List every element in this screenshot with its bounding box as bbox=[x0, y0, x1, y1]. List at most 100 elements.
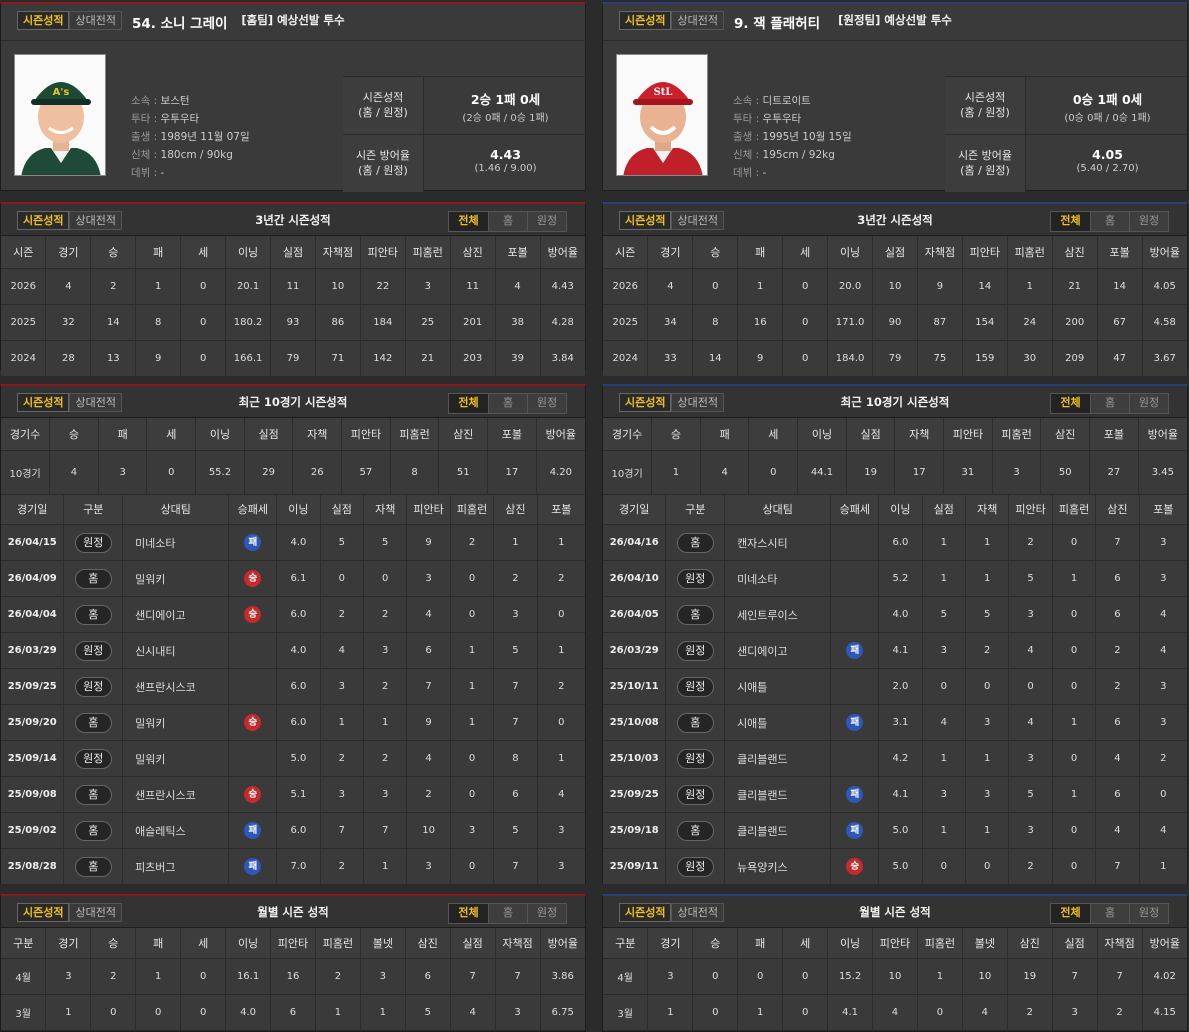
tab-head-to-head[interactable]: 상대전적 bbox=[671, 903, 724, 922]
filter-all[interactable]: 전체 bbox=[1051, 904, 1090, 923]
filter-away[interactable]: 원정 bbox=[1129, 212, 1168, 231]
tab-season-stats[interactable]: 시즌성적 bbox=[619, 211, 672, 230]
loss-badge: 패 bbox=[846, 786, 864, 803]
stat-cell: 7 bbox=[1052, 958, 1098, 995]
stat-cell: 21 bbox=[1052, 268, 1098, 305]
venue-badge: 원정 bbox=[676, 748, 714, 769]
stat-cell: 4 bbox=[1139, 596, 1187, 633]
venue-badge: 홈 bbox=[676, 820, 714, 841]
stat-cell: 0 bbox=[180, 268, 227, 305]
stat-cell: 11 bbox=[270, 268, 316, 305]
recent-summary-table: 경기수 승 패 세 이닝 실점 자책 피안타 피홈런 삼진 포볼 방어율 10경기 4 3 0 55.2 29 26… bbox=[1, 418, 585, 495]
filter-all[interactable]: 전체 bbox=[449, 394, 488, 413]
filter-all[interactable]: 전체 bbox=[449, 212, 488, 231]
filter-home[interactable]: 홈 bbox=[488, 394, 527, 413]
stat-cell: 3 bbox=[647, 958, 694, 995]
stat-cell: 3 bbox=[1139, 524, 1187, 561]
tab-head-to-head[interactable]: 상대전적 bbox=[69, 393, 122, 412]
column-header: 구분 bbox=[665, 494, 726, 525]
stat-cell: 0 bbox=[1052, 632, 1097, 669]
stat-cell: 6 bbox=[1095, 704, 1140, 741]
venue-cell: 원정 bbox=[665, 848, 726, 885]
stat-cell: 57 bbox=[341, 450, 391, 495]
tab-head-to-head[interactable]: 상대전적 bbox=[671, 393, 724, 412]
tab-head-to-head[interactable]: 상대전적 bbox=[671, 211, 724, 230]
season-summary: 시즌성적 (홈 / 원정) 2승 1패 0세 (2승 0패 / 0승 1패) 시즌 … bbox=[343, 76, 587, 192]
filter-away[interactable]: 원정 bbox=[1129, 904, 1168, 923]
filter-home[interactable]: 홈 bbox=[488, 212, 527, 231]
tab-head-to-head[interactable]: 상대전적 bbox=[69, 903, 122, 922]
info-label: 데뷔 : bbox=[733, 167, 760, 179]
filter-away[interactable]: 원정 bbox=[527, 904, 566, 923]
record-sublabel: (홈 / 원정) bbox=[960, 106, 1010, 119]
filter-all[interactable]: 전체 bbox=[1051, 212, 1090, 231]
filter-away[interactable]: 원정 bbox=[527, 394, 566, 413]
column-header: 승 bbox=[90, 928, 137, 959]
tab-season-stats[interactable]: 시즌성적 bbox=[619, 903, 672, 922]
stat-cell: 3 bbox=[495, 994, 541, 1031]
filter-home[interactable]: 홈 bbox=[1090, 212, 1129, 231]
stat-cell: 1 bbox=[965, 524, 1010, 561]
stat-cell: 4.02 bbox=[1142, 958, 1187, 995]
filter-away[interactable]: 원정 bbox=[1129, 394, 1168, 413]
stat-cell: 4.1 bbox=[827, 994, 874, 1031]
column-header: 이닝 bbox=[827, 928, 874, 959]
column-header: 패 bbox=[135, 928, 182, 959]
stat-cell: 1 bbox=[363, 848, 408, 885]
tab-season-stats[interactable]: 시즌성적 bbox=[17, 11, 70, 30]
column-header: 이닝 bbox=[878, 494, 923, 525]
home-profile-panel: 시즌성적 상대전적 [홈팀] 예상선발 투수 A's 54. 소니 그레이 소속… bbox=[0, 2, 587, 192]
opponent-team: 밀워키 bbox=[122, 740, 230, 777]
stat-cell: 79 bbox=[872, 340, 918, 377]
filter-all[interactable]: 전체 bbox=[1051, 394, 1090, 413]
table-row: 2026 4 0 1 0 20.0 10 9 14 1 21 14 4.05 bbox=[603, 268, 1187, 305]
decision-cell: 승 bbox=[228, 776, 278, 813]
venue-cell: 홈 bbox=[63, 560, 124, 597]
stat-cell: 16 bbox=[737, 304, 784, 341]
filter-away[interactable]: 원정 bbox=[527, 212, 566, 231]
filter-home[interactable]: 홈 bbox=[1090, 904, 1129, 923]
tab-season-stats[interactable]: 시즌성적 bbox=[17, 903, 70, 922]
column-header: 방어율 bbox=[1142, 928, 1187, 959]
stat-cell: 3 bbox=[1008, 596, 1053, 633]
table-row: 26/04/04 홈 샌디에이고 승 6.0 2 2 4 0 3 0 bbox=[1, 596, 585, 633]
tab-head-to-head[interactable]: 상대전적 bbox=[69, 11, 122, 30]
table-row: 25/09/11 원정 뉴욕양키스 승 5.0 0 0 2 0 7 1 bbox=[603, 848, 1187, 885]
venue-badge: 홈 bbox=[676, 712, 714, 733]
stat-cell: 5 bbox=[493, 632, 538, 669]
filter-segment: 전체 홈 원정 bbox=[1050, 211, 1169, 232]
column-header: 승 bbox=[692, 236, 739, 269]
stat-cell: 0 bbox=[748, 450, 799, 495]
record-label: 시즌성적 bbox=[362, 91, 404, 104]
tab-head-to-head[interactable]: 상대전적 bbox=[69, 211, 122, 230]
filter-all[interactable]: 전체 bbox=[449, 904, 488, 923]
column-header: 포볼 bbox=[537, 494, 585, 525]
tab-season-stats[interactable]: 시즌성적 bbox=[619, 11, 672, 30]
stat-cell: 3 bbox=[537, 812, 585, 849]
stat-cell: 6 bbox=[1095, 776, 1140, 813]
stat-cell: 2 bbox=[320, 848, 365, 885]
stat-cell: 1 bbox=[651, 450, 701, 495]
away-profile-panel: 시즌성적 상대전적 [원정팀] 예상선발 투수 StL 9. 잭 플래허티 소속… bbox=[602, 2, 1189, 192]
stat-cell: 1 bbox=[917, 958, 963, 995]
stat-cell: 22 bbox=[360, 268, 406, 305]
table-header-row: 시즌 경기 승 패 세 이닝 실점 자책점 피안타 피홈런 삼진 포볼 방어율 bbox=[603, 236, 1187, 269]
filter-home[interactable]: 홈 bbox=[488, 904, 527, 923]
stat-cell: 7 bbox=[450, 958, 496, 995]
stat-cell: 44.1 bbox=[797, 450, 847, 495]
stat-cell: 17 bbox=[894, 450, 945, 495]
stat-cell: 4 bbox=[1095, 740, 1140, 777]
filter-home[interactable]: 홈 bbox=[1090, 394, 1129, 413]
tab-season-stats[interactable]: 시즌성적 bbox=[17, 211, 70, 230]
table-header-row: 구분 경기 승 패 세 이닝 피안타 피홈런 볼넷 삼진 실점 자책점 방어율 bbox=[603, 928, 1187, 959]
tab-season-stats[interactable]: 시즌성적 bbox=[17, 393, 70, 412]
column-header: 방어율 bbox=[536, 418, 585, 451]
column-header: 경기 bbox=[647, 236, 694, 269]
info-team: 보스턴 bbox=[160, 95, 190, 107]
stat-cell: 2 bbox=[1095, 668, 1140, 705]
stat-cell: 1 bbox=[537, 524, 585, 561]
tab-season-stats[interactable]: 시즌성적 bbox=[619, 393, 672, 412]
stat-cell: 0 bbox=[135, 994, 182, 1031]
tab-head-to-head[interactable]: 상대전적 bbox=[671, 11, 724, 30]
table-row: 26/04/09 홈 밀워키 승 6.1 0 0 3 0 2 2 bbox=[1, 560, 585, 597]
